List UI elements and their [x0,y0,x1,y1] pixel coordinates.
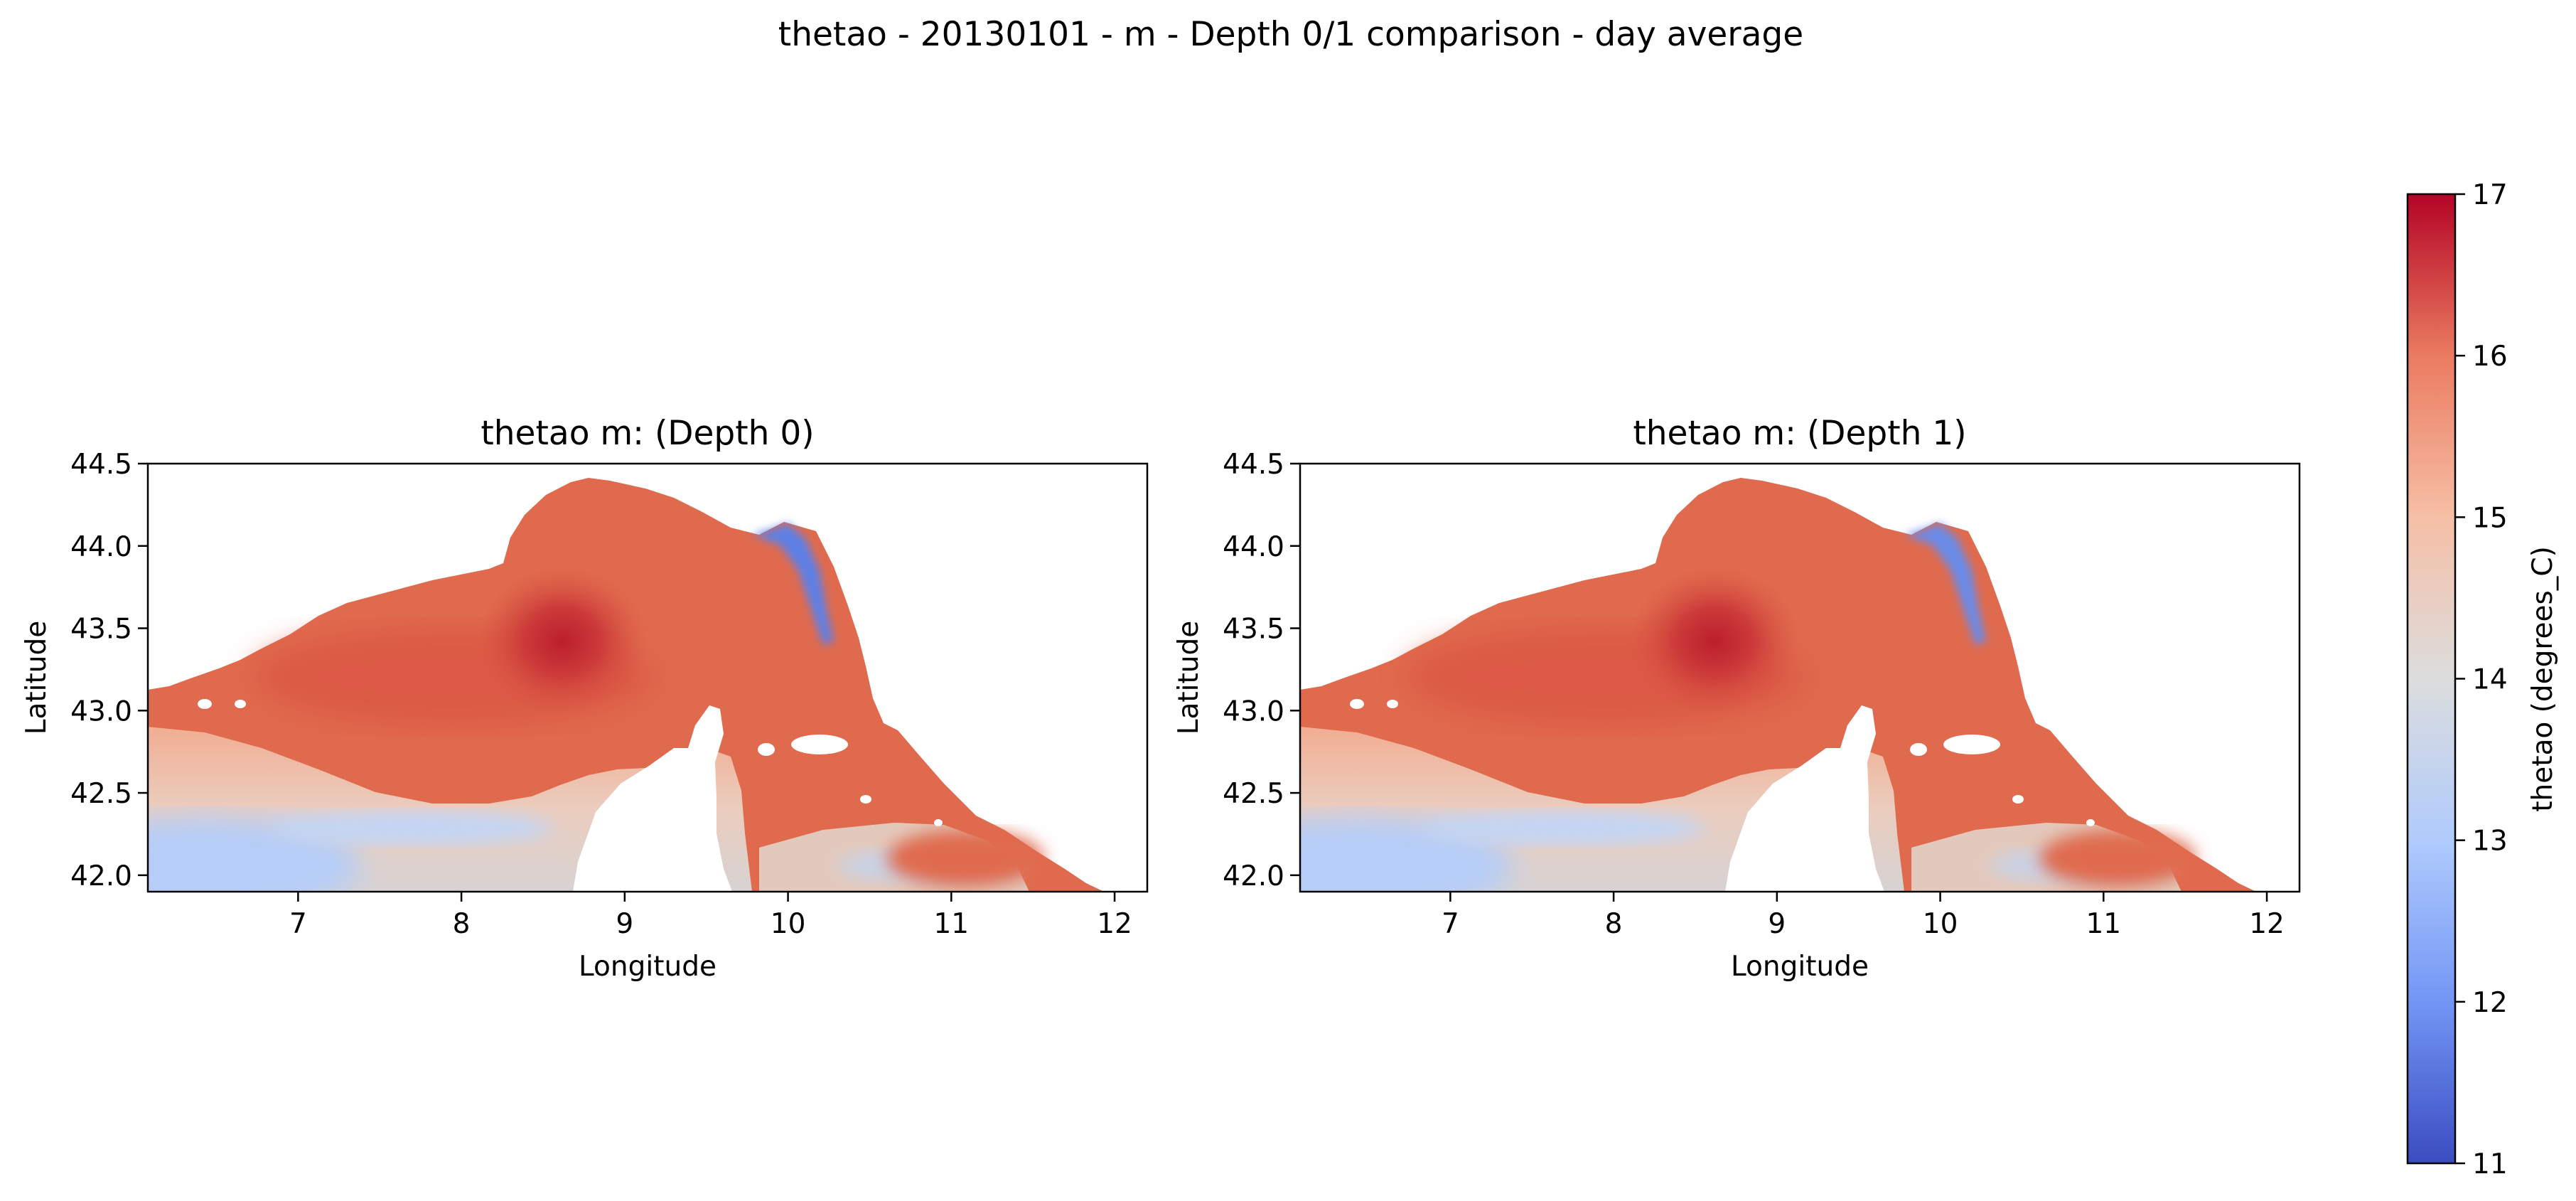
panel-title: thetao m: (Depth 0) [481,414,814,453]
x-tick-label: 7 [1442,908,1459,940]
small-island-2 [1387,700,1398,708]
corsica-land [1725,705,1884,892]
small-island-4 [2012,795,2024,804]
colorbar-tick-label: 16 [2472,341,2508,373]
temperature-field [1300,478,2256,892]
colorbar: 11 12 13 14 15 16 17 thetao (degrees_C) [2406,179,2559,1180]
y-tick-label: 42.0 [70,860,132,892]
x-tick-label: 12 [2249,908,2285,940]
x-tick-label: 9 [616,908,633,940]
warm-east [2039,830,2196,887]
y-tick-label: 42.5 [1223,778,1284,810]
y-ticks: 42.0 42.5 43.0 43.5 44.0 44.5 [70,449,148,892]
small-island-3 [1910,743,1927,756]
x-tick-label: 8 [1605,908,1623,940]
coastal-cold-strip [1904,523,1986,645]
y-tick-label: 42.5 [70,778,132,810]
colorbar-tick-label: 17 [2472,179,2508,211]
colorbar-label: thetao (degrees_C) [2527,546,2559,812]
axes-frame [146,462,1149,893]
cold-southwest-band [1421,811,1705,845]
land-mask [198,699,943,892]
figure-suptitle: thetao - 20130101 - m - Depth 0/1 compar… [778,15,1803,54]
corsica-land [573,705,732,892]
colorbar-tick-label: 12 [2472,987,2508,1019]
colorbar-tick-label: 15 [2472,502,2508,534]
x-tick-label: 9 [1768,908,1786,940]
x-tick-label: 11 [2086,908,2121,940]
x-tick-label: 12 [1097,908,1132,940]
y-ticks: 42.0 42.5 43.0 43.5 44.0 44.5 [1223,449,1300,892]
colorbar-tick-label: 11 [2472,1148,2508,1180]
warm-east [887,830,1043,887]
small-island-3 [758,743,775,756]
small-island-5 [934,819,943,826]
colorbar-gradient [2406,193,2457,1165]
y-axis-label: Latitude [1173,621,1205,735]
elba-island [791,735,848,754]
eddy-warm-core [477,567,648,716]
y-tick-label: 43.5 [1223,614,1284,646]
y-tick-label: 42.0 [1223,860,1284,892]
colorbar-tick-label: 14 [2472,664,2508,696]
small-island-1 [198,699,212,709]
y-tick-label: 43.0 [70,695,132,727]
y-tick-label: 43.5 [70,614,132,646]
y-axis-label: Latitude [21,621,53,735]
land-mask [1350,699,2095,892]
x-tick-label: 10 [1923,908,1958,940]
x-axis-label: Longitude [579,951,717,983]
x-tick-label: 11 [933,908,969,940]
panel-title: thetao m: (Depth 1) [1633,414,1966,453]
y-tick-label: 44.0 [70,531,132,563]
axes-frame [1299,462,2301,893]
panel-depth-1: thetao m: (Depth 1) [1173,414,2301,983]
x-tick-label: 8 [453,908,471,940]
x-tick-label: 10 [771,908,806,940]
y-tick-label: 44.5 [70,449,132,481]
x-tick-label: 7 [289,908,307,940]
cold-southwest-band [269,811,553,845]
coastal-cold-strip [752,523,834,645]
y-tick-label: 44.0 [1223,531,1284,563]
heatmap-plot-area [1300,464,2299,892]
small-island-1 [1350,699,1364,709]
heatmap-plot-area [148,464,1147,892]
x-axis-label: Longitude [1731,951,1869,983]
x-ticks: 7 8 9 10 11 12 [1442,892,2285,940]
x-ticks: 7 8 9 10 11 12 [289,892,1132,940]
colorbar-tick-label: 13 [2472,826,2508,858]
elba-island [1943,735,2000,754]
eddy-warm-core [1629,567,1800,716]
small-island-5 [2086,819,2095,826]
small-island-2 [235,700,246,708]
y-tick-label: 43.0 [1223,695,1284,727]
colorbar-ticks: 11 12 13 14 15 16 17 [2455,179,2508,1180]
small-island-4 [860,795,871,804]
y-tick-label: 44.5 [1223,449,1284,481]
panel-depth-0: thetao m: (Depth 0) [21,414,1149,983]
